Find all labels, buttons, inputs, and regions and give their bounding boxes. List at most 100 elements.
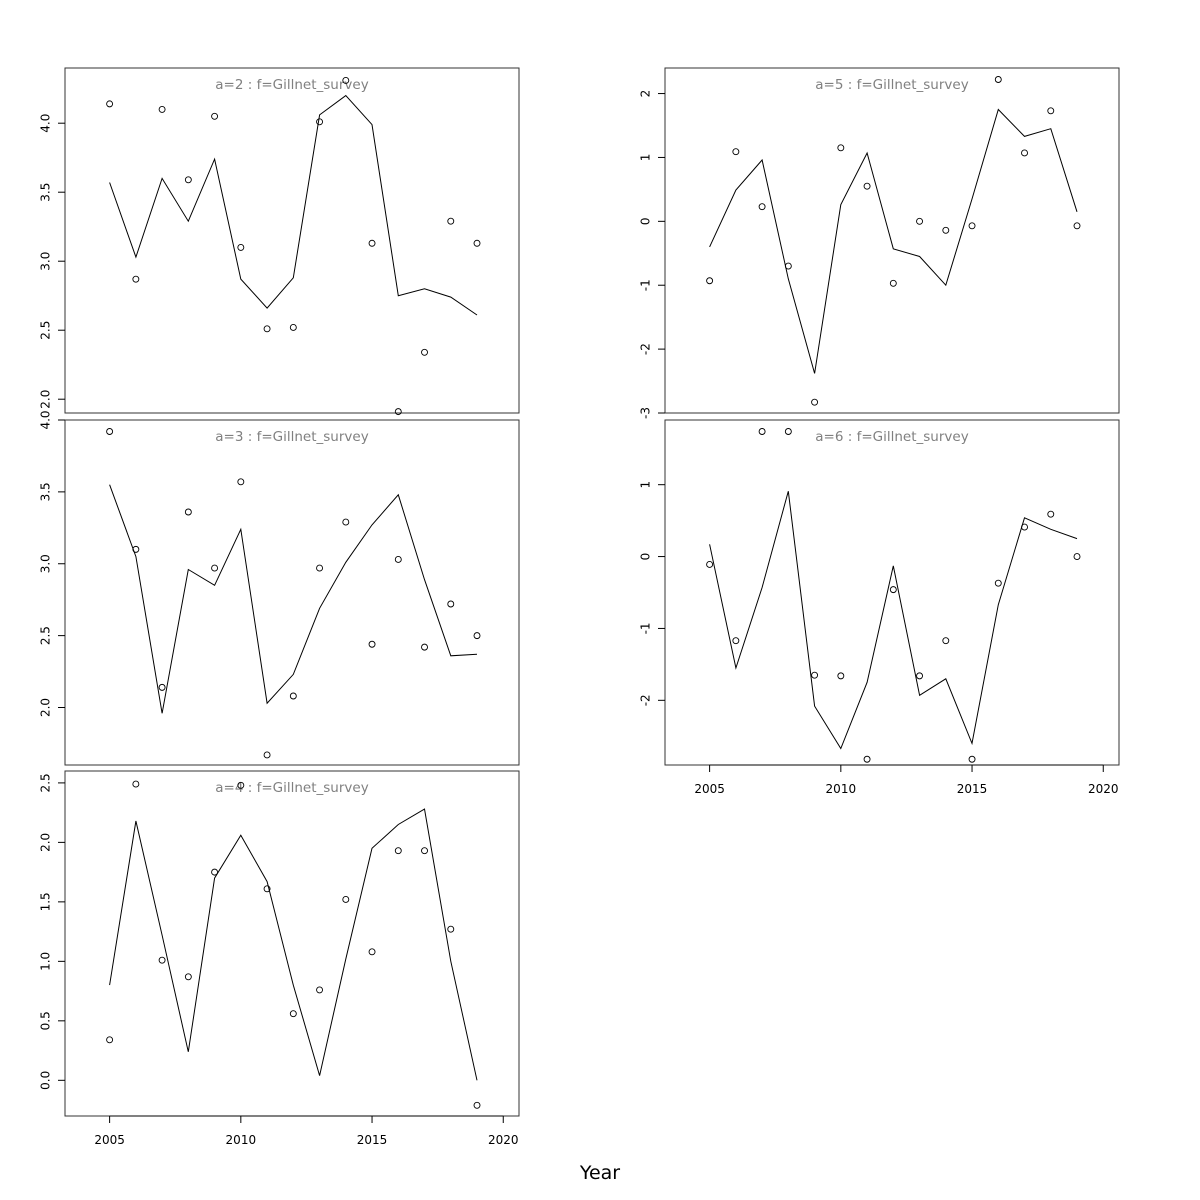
observed-point: [889, 586, 897, 594]
observed-point: [211, 564, 219, 572]
observed-point: [211, 868, 219, 876]
y-tick-label: -2: [639, 343, 653, 355]
y-tick-label: 1.5: [39, 892, 53, 911]
x-tick-label: 2020: [1088, 782, 1119, 796]
observed-point: [211, 112, 219, 120]
observed-point: [447, 925, 455, 933]
observed-point: [447, 600, 455, 608]
observed-point: [342, 76, 350, 84]
panel-2: a=3 : f=Gillnet_survey 2.0 2.5 3.0 3.5 4.0: [39, 410, 520, 766]
panel-title: a=6 : f=Gillnet_survey: [815, 429, 968, 445]
y-tick-label: 2.0: [39, 698, 53, 717]
y-tick-label: 1: [639, 481, 653, 489]
y-tick-label: 4.0: [39, 410, 53, 429]
y-tick-label: -3: [639, 407, 653, 419]
observed-point: [863, 755, 871, 763]
observed-point: [368, 640, 376, 648]
observed-point: [473, 632, 481, 640]
observed-point: [106, 100, 114, 108]
y-tick-label: 4.0: [39, 114, 53, 133]
observed-point: [706, 561, 714, 568]
y-tick-label: -2: [639, 694, 653, 706]
observed-point: [421, 348, 428, 356]
panel-frame: [64, 67, 520, 414]
observed-point: [158, 683, 166, 691]
panel-title: a=4 : f=Gillnet_survey: [215, 780, 368, 796]
y-tick-label: 0: [639, 218, 653, 226]
observed-point: [473, 1101, 481, 1109]
panel-frame: [64, 419, 520, 766]
observed-point: [942, 226, 950, 234]
fitted-line: [109, 94, 478, 316]
observed-point: [263, 751, 271, 759]
y-tick-label: 2.5: [39, 773, 53, 792]
observed-point: [473, 239, 481, 247]
observed-point: [421, 643, 428, 651]
observed-point: [421, 847, 428, 855]
panel-frame: [664, 67, 1120, 414]
observed-point: [342, 518, 350, 526]
observed-point: [368, 239, 376, 247]
y-tick-label: 0.5: [39, 1011, 53, 1030]
observed-point: [1073, 553, 1081, 561]
observed-point: [237, 781, 245, 789]
y-tick-label: -1: [639, 279, 653, 291]
observed-point: [263, 325, 271, 333]
observed-point: [837, 144, 845, 152]
panel-frame: [64, 770, 520, 1117]
observed-point: [106, 1036, 114, 1044]
observed-point: [184, 973, 192, 981]
observed-point: [237, 243, 245, 251]
observed-point: [132, 275, 140, 283]
observed-point: [916, 672, 924, 680]
x-tick-label: 2015: [957, 782, 988, 796]
x-tick-label: 2010: [826, 782, 857, 796]
fitted-line: [109, 808, 478, 1081]
observed-point: [811, 398, 819, 406]
panel-title: a=3 : f=Gillnet_survey: [215, 429, 368, 445]
observed-point: [237, 478, 245, 486]
observed-point: [784, 262, 792, 270]
observed-point: [968, 755, 976, 763]
observed-point: [394, 555, 402, 563]
y-tick-label: 2.5: [39, 321, 53, 340]
observed-point: [184, 176, 192, 184]
observed-point: [758, 203, 766, 211]
x-tick-label: 2005: [694, 782, 725, 796]
observed-point: [368, 948, 376, 956]
observed-point: [994, 579, 1002, 587]
observed-point: [889, 279, 897, 287]
panel-1: a=2 : f=Gillnet_survey 2.0 2.5 3.0 3.5 4.0: [39, 67, 520, 416]
observed-point: [447, 217, 455, 225]
y-tick-label: 3.5: [39, 482, 53, 501]
fitted-line: [709, 491, 1078, 750]
x-tick-label: 2015: [357, 1133, 388, 1147]
observed-point: [316, 118, 324, 126]
observed-point: [784, 428, 792, 435]
observed-point: [758, 428, 766, 435]
observed-point: [863, 182, 871, 190]
x-axis-title: Year: [579, 1162, 620, 1184]
fitted-line: [109, 484, 478, 714]
observed-point: [1021, 149, 1028, 157]
observed-point: [158, 105, 166, 113]
y-tick-label: 0: [639, 553, 653, 561]
y-tick-label: 2.5: [39, 626, 53, 645]
observed-point: [1047, 510, 1055, 518]
observed-point: [942, 637, 950, 645]
panel-title: a=5 : f=Gillnet_survey: [815, 77, 968, 93]
observed-point: [394, 408, 402, 416]
x-tick-label: 2020: [488, 1133, 519, 1147]
y-tick-label: 2.0: [39, 833, 53, 852]
observed-point: [132, 545, 140, 553]
panel-3: a=4 : f=Gillnet_survey 0.0 0.5 1.0 1.5 2.0 2.5…: [39, 770, 520, 1147]
x-tick-label: 2005: [94, 1133, 125, 1147]
y-tick-label: 3.5: [39, 183, 53, 202]
observed-point: [289, 323, 297, 331]
observed-point: [289, 1010, 297, 1018]
y-tick-label: -1: [639, 622, 653, 634]
observed-point: [132, 780, 140, 788]
observed-point: [811, 671, 819, 679]
observed-point: [263, 885, 271, 893]
observed-point: [732, 148, 740, 156]
